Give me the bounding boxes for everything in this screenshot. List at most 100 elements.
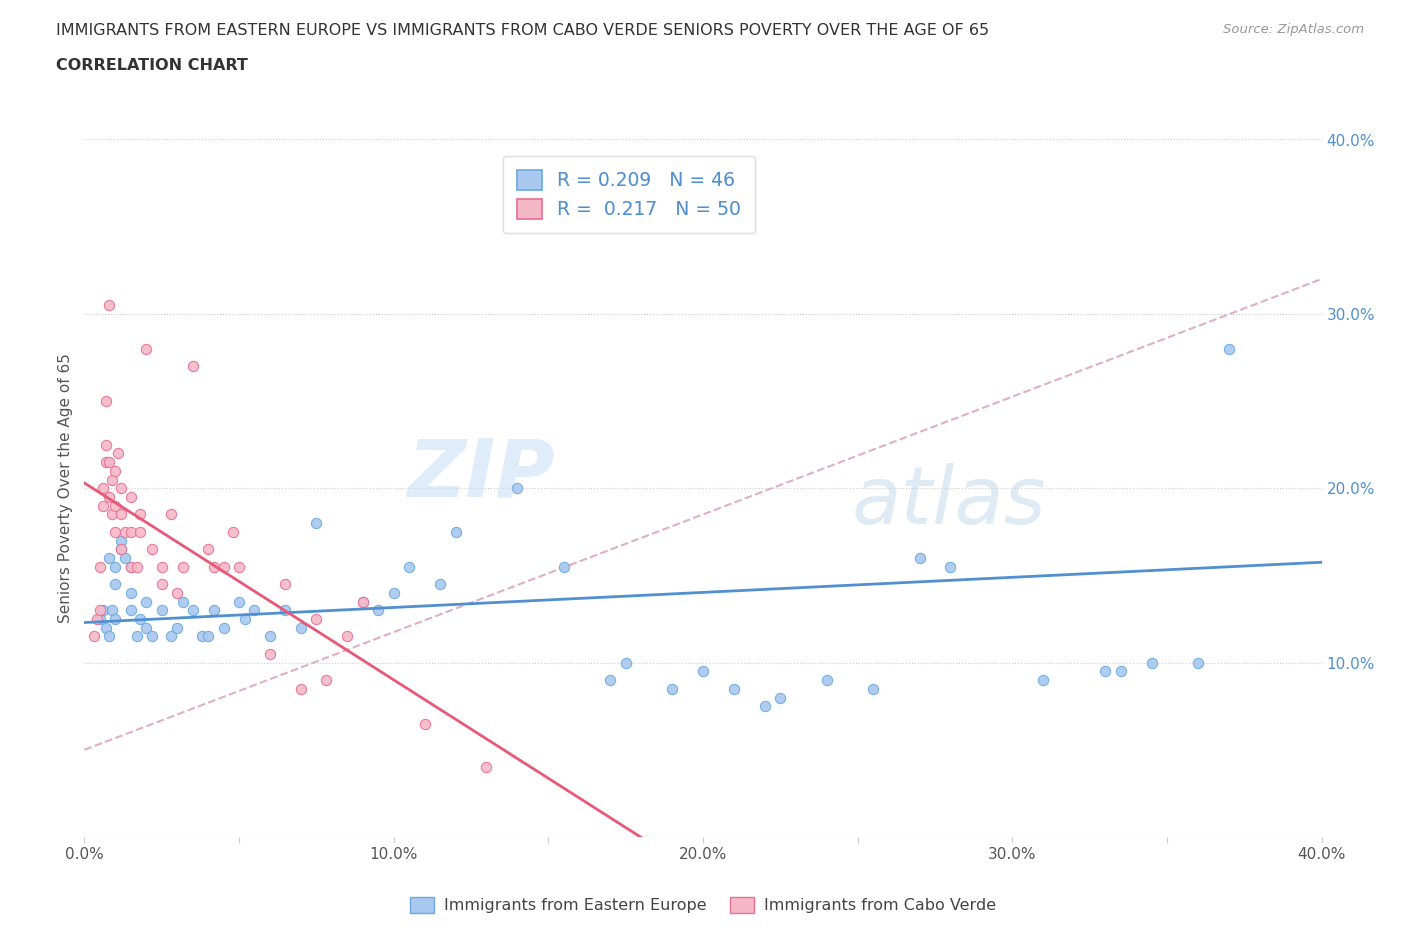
Point	[1140, 655, 1163, 670]
Text: CORRELATION CHART: CORRELATION CHART	[56, 58, 247, 73]
Legend: R = 0.209   N = 46, R =  0.217   N = 50: R = 0.209 N = 46, R = 0.217 N = 50	[502, 155, 755, 233]
Point	[939, 559, 962, 574]
Point	[1032, 672, 1054, 687]
Point	[104, 498, 127, 513]
Point	[110, 507, 132, 522]
Point	[101, 472, 124, 487]
Point	[101, 603, 124, 618]
Point	[197, 629, 219, 644]
Point	[98, 298, 121, 312]
Point	[352, 594, 374, 609]
Point	[614, 655, 637, 670]
Point	[228, 594, 250, 609]
Point	[1109, 664, 1132, 679]
Point	[125, 559, 148, 574]
Point	[120, 559, 142, 574]
Point	[243, 603, 266, 618]
Point	[83, 629, 105, 644]
Point	[599, 672, 621, 687]
Point	[98, 551, 121, 565]
Point	[413, 716, 436, 731]
Text: IMMIGRANTS FROM EASTERN EUROPE VS IMMIGRANTS FROM CABO VERDE SENIORS POVERTY OVE: IMMIGRANTS FROM EASTERN EUROPE VS IMMIGR…	[56, 23, 990, 38]
Point	[94, 455, 117, 470]
Point	[114, 551, 136, 565]
Point	[150, 603, 173, 618]
Text: atlas: atlas	[852, 463, 1046, 541]
Point	[141, 629, 163, 644]
Point	[89, 559, 111, 574]
Point	[120, 586, 142, 601]
Y-axis label: Seniors Poverty Over the Age of 65: Seniors Poverty Over the Age of 65	[58, 353, 73, 623]
Point	[382, 586, 405, 601]
Point	[181, 359, 204, 374]
Point	[110, 533, 132, 548]
Point	[166, 620, 188, 635]
Point	[135, 341, 157, 356]
Point	[94, 620, 117, 635]
Point	[202, 603, 225, 618]
Point	[110, 481, 132, 496]
Point	[135, 620, 157, 635]
Point	[120, 603, 142, 618]
Point	[120, 525, 142, 539]
Point	[91, 481, 114, 496]
Point	[274, 577, 297, 591]
Point	[181, 603, 204, 618]
Point	[150, 577, 173, 591]
Text: Source: ZipAtlas.com: Source: ZipAtlas.com	[1223, 23, 1364, 36]
Point	[661, 682, 683, 697]
Point	[172, 559, 194, 574]
Point	[104, 612, 127, 627]
Point	[91, 603, 114, 618]
Point	[336, 629, 359, 644]
Point	[692, 664, 714, 679]
Text: ZIP: ZIP	[408, 435, 554, 513]
Point	[141, 542, 163, 557]
Point	[104, 525, 127, 539]
Point	[129, 612, 152, 627]
Point	[222, 525, 245, 539]
Point	[107, 446, 129, 461]
Point	[98, 489, 121, 504]
Point	[769, 690, 792, 705]
Point	[1218, 341, 1240, 356]
Point	[120, 559, 142, 574]
Point	[120, 489, 142, 504]
Point	[129, 507, 152, 522]
Point	[191, 629, 214, 644]
Point	[274, 603, 297, 618]
Point	[110, 542, 132, 557]
Point	[104, 463, 127, 478]
Point	[160, 507, 183, 522]
Point	[862, 682, 884, 697]
Point	[908, 551, 931, 565]
Point	[475, 760, 498, 775]
Point	[315, 672, 337, 687]
Point	[754, 698, 776, 713]
Point	[129, 525, 152, 539]
Point	[367, 603, 389, 618]
Point	[89, 603, 111, 618]
Point	[86, 612, 108, 627]
Point	[125, 629, 148, 644]
Point	[290, 682, 312, 697]
Point	[352, 594, 374, 609]
Point	[104, 559, 127, 574]
Point	[110, 542, 132, 557]
Point	[1187, 655, 1209, 670]
Point	[202, 559, 225, 574]
Point	[1094, 664, 1116, 679]
Point	[91, 498, 114, 513]
Point	[553, 559, 575, 574]
Point	[114, 525, 136, 539]
Point	[135, 594, 157, 609]
Point	[259, 629, 281, 644]
Point	[233, 612, 256, 627]
Point	[98, 629, 121, 644]
Point	[89, 612, 111, 627]
Point	[444, 525, 467, 539]
Point	[104, 577, 127, 591]
Point	[259, 646, 281, 661]
Point	[506, 481, 529, 496]
Point	[212, 559, 235, 574]
